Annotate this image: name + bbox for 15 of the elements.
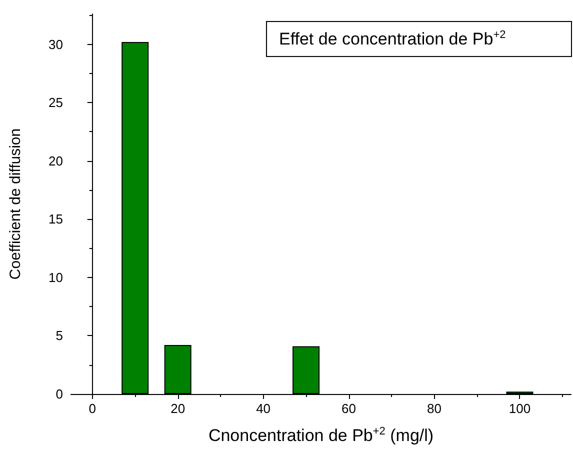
y-tick-label: 5 <box>56 328 63 344</box>
y-tick-label: 30 <box>48 36 63 52</box>
x-tick-label: 80 <box>427 401 442 416</box>
x-tick-label: 40 <box>256 401 271 416</box>
x-tick-label: 0 <box>88 401 96 416</box>
y-tick-label: 15 <box>48 212 63 227</box>
y-tick-label: 25 <box>48 95 63 110</box>
x-tick-label: 20 <box>170 401 186 416</box>
y-tick-label: 0 <box>56 386 63 402</box>
x-tick-label: 100 <box>508 401 531 416</box>
y-axis-title: Coefficient de diffusion <box>7 128 24 280</box>
y-tick-label: 10 <box>48 270 63 285</box>
y-tick-label: 20 <box>48 153 63 168</box>
x-tick-label: 60 <box>342 401 356 416</box>
text-box: Effet de concentration de Pb$^{+2}$ <box>266 21 572 57</box>
